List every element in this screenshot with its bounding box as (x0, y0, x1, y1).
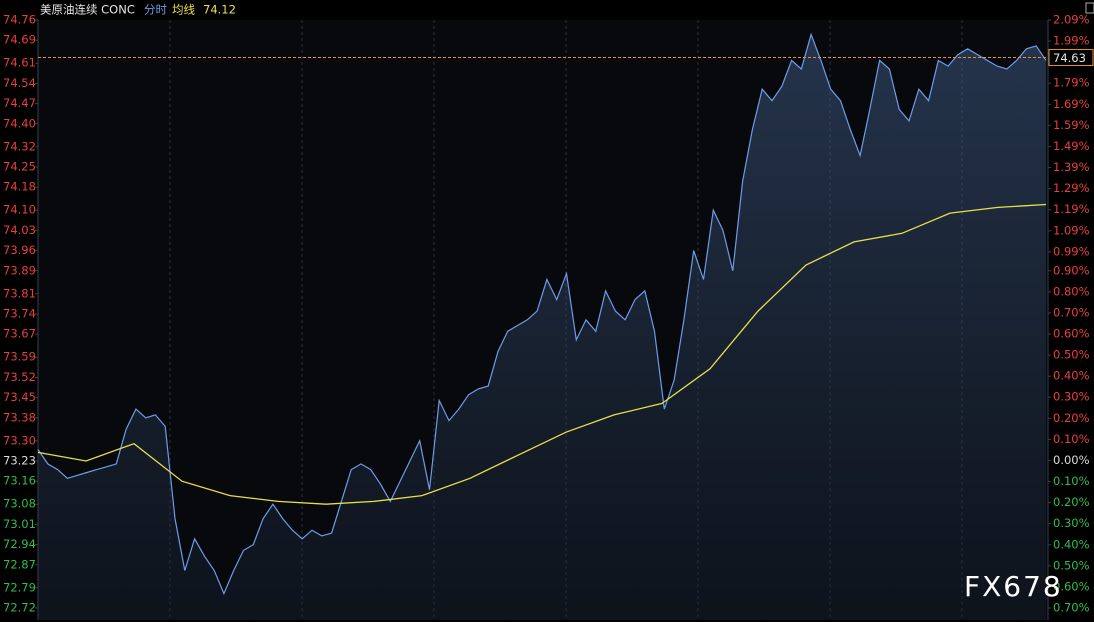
y2-tick-label: 0.00% (1053, 453, 1090, 467)
y2-tick-label: 0.70% (1053, 305, 1090, 319)
y2-tick-label: 0.80% (1053, 284, 1090, 298)
y2-tick-label: 1.29% (1053, 181, 1090, 195)
legend-entry: 分时 (144, 3, 167, 17)
average-line (37, 203, 1047, 505)
y-tick-label: 72.72 (3, 601, 36, 615)
y-tick-label: 73.38 (3, 410, 36, 424)
y-tick-label: 73.01 (3, 517, 36, 531)
y-tick-label: 74.25 (3, 160, 36, 174)
current-price-label: 74.63 (1053, 51, 1086, 65)
y2-tick-label: 0.10% (1053, 432, 1090, 446)
y-tick-label: 73.16 (3, 474, 36, 488)
chart-title: 美原油连续 CONC (40, 3, 135, 17)
current-price-box (1048, 48, 1094, 66)
y2-tick-label: 0.10% (1053, 474, 1090, 488)
y-tick-label: 73.52 (3, 370, 36, 384)
y-tick-label: 72.87 (3, 557, 36, 571)
y-tick-label: 73.08 (3, 497, 36, 511)
y2-tick-label: 0.40% (1053, 537, 1090, 551)
y2-tick-label: 0.20% (1053, 411, 1090, 425)
y2-tick-label: 0.60% (1053, 327, 1090, 341)
y2-tick-label: 0.40% (1053, 369, 1090, 383)
y2-tick-label: 0.70% (1053, 601, 1090, 615)
y2-tick-label: 1.49% (1053, 139, 1090, 153)
y-tick-label: 73.67 (3, 327, 36, 341)
y-tick-label: 73.81 (3, 286, 36, 300)
y-tick-label: 72.79 (3, 580, 36, 594)
legend-value: 74.12 (203, 3, 236, 17)
y2-tick-label: 1.79% (1053, 76, 1090, 90)
y2-tick-label: 0.50% (1053, 558, 1090, 572)
y2-tick-label: 0.90% (1053, 263, 1090, 277)
y-tick-label: 74.69 (3, 33, 36, 47)
y-tick-label: 74.76 (3, 13, 36, 27)
y-tick-label: 74.40 (3, 116, 36, 130)
y2-tick-label: 1.99% (1053, 34, 1090, 48)
y-tick-label: 74.10 (3, 203, 36, 217)
y2-tick-label: 0.30% (1053, 516, 1090, 530)
y-tick-label: 73.30 (3, 433, 36, 447)
price-area (38, 34, 1046, 620)
y2-tick-label: 0.99% (1053, 244, 1090, 258)
y-tick-label: 73.59 (3, 350, 36, 364)
y-tick-label: 74.54 (3, 76, 36, 90)
corner-icon[interactable] (1085, 2, 1094, 14)
y2-tick-label: 0.50% (1053, 348, 1090, 362)
y-tick-label: 74.18 (3, 180, 36, 194)
price-line (37, 32, 1047, 596)
y-tick-label: 74.61 (3, 56, 36, 70)
y2-tick-label: 2.09% (1053, 13, 1090, 27)
y-tick-label: 72.94 (3, 537, 36, 551)
y2-tick-label: 0.20% (1053, 495, 1090, 509)
watermark: FX678 (964, 570, 1063, 603)
y2-tick-label: 1.59% (1053, 118, 1090, 132)
y2-tick-label: 0.30% (1053, 390, 1090, 404)
y2-tick-label: 0.60% (1053, 579, 1090, 593)
y2-tick-label: 1.19% (1053, 202, 1090, 216)
y-tick-label: 73.96 (3, 243, 36, 257)
y-tick-label: 74.47 (3, 96, 36, 110)
y2-tick-label: 1.09% (1053, 223, 1090, 237)
y-tick-label: 73.45 (3, 390, 36, 404)
y2-tick-label: 1.69% (1053, 97, 1090, 111)
legend-entry: 均线 (172, 3, 195, 17)
y2-tick-label: 1.39% (1053, 160, 1090, 174)
y-tick-label: 73.74 (3, 307, 36, 321)
y-tick-label: 73.89 (3, 263, 36, 277)
y-tick-label: 73.23 (3, 454, 36, 468)
y-tick-label: 74.32 (3, 139, 36, 153)
y-tick-label: 74.03 (3, 223, 36, 237)
